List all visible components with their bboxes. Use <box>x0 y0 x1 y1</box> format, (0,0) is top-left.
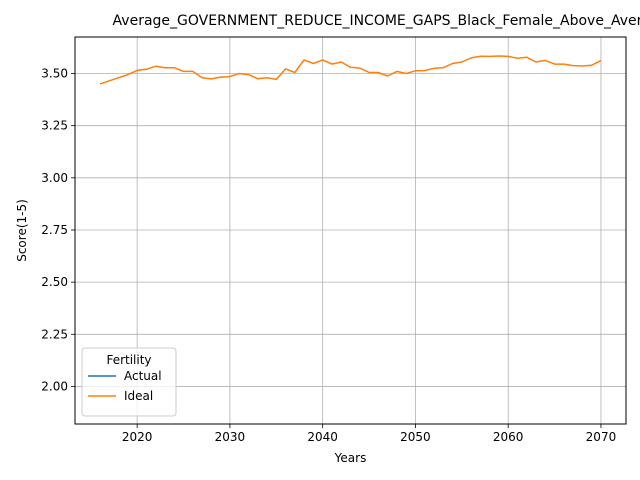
y-tick-label: 2.00 <box>41 379 68 393</box>
x-axis-label: Years <box>334 451 367 465</box>
x-tick-label: 2060 <box>493 430 524 444</box>
x-tick-label: 2050 <box>400 430 431 444</box>
y-tick-label: 3.00 <box>41 171 68 185</box>
legend: Fertility Actual Ideal <box>81 347 177 417</box>
ticks: 2020 2030 2040 2050 2060 2070 2.00 2.25 2.50 2.75… <box>41 67 616 444</box>
y-tick-label: 2.75 <box>41 223 68 237</box>
x-tick-label: 2070 <box>586 430 617 444</box>
y-tick-label: 3.50 <box>41 67 68 81</box>
x-tick-label: 2020 <box>122 430 153 444</box>
chart-title: Average_GOVERNMENT_REDUCE_INCOME_GAPS_Bl… <box>113 13 640 29</box>
y-tick-label: 2.50 <box>41 275 68 289</box>
plot-frame <box>74 36 627 425</box>
y-tick-label: 2.25 <box>41 327 68 341</box>
x-tick-label: 2040 <box>307 430 338 444</box>
legend-label-ideal: Ideal <box>124 389 153 403</box>
x-tick-label: 2030 <box>215 430 246 444</box>
y-tick-label: 3.25 <box>41 119 68 133</box>
y-axis-label: Score(1-5) <box>15 199 29 262</box>
series-lines <box>99 55 602 85</box>
legend-title: Fertility <box>106 353 151 367</box>
legend-label-actual: Actual <box>124 369 162 383</box>
series-line-ideal <box>99 55 602 85</box>
legend-entries: Actual Ideal <box>88 369 162 403</box>
grid <box>75 37 626 424</box>
legend-box <box>81 347 177 417</box>
